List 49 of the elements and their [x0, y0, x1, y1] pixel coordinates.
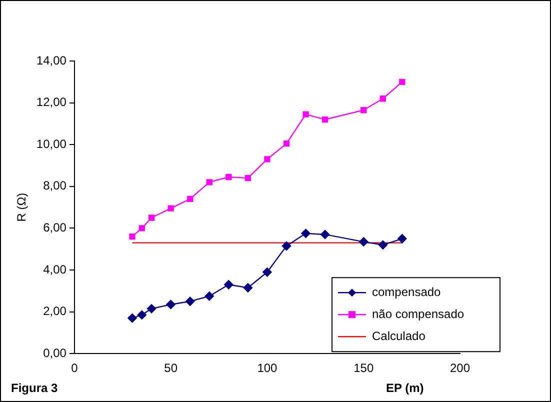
point: [380, 96, 386, 102]
point: [360, 107, 367, 114]
point: [146, 304, 156, 314]
point: [128, 313, 137, 323]
y-tick-label: 4,00: [43, 262, 67, 276]
x-tick-label: 0: [71, 361, 78, 376]
point: [283, 140, 290, 147]
point: [378, 240, 388, 250]
y-tick-label: 8,00: [43, 178, 67, 193]
point: [166, 300, 176, 310]
legend-label: compensado: [372, 284, 442, 299]
point: [264, 156, 270, 162]
point: [186, 296, 195, 306]
y-axis-title: R (Ω): [14, 192, 29, 222]
point: [359, 237, 368, 246]
point: [168, 205, 174, 212]
point: [302, 111, 309, 118]
point: [129, 233, 136, 240]
x-tick-label: 100: [257, 361, 278, 376]
text: Figura 3: [11, 381, 58, 395]
x-tick-label: 200: [450, 361, 470, 376]
y-tick-label: 10,00: [36, 136, 67, 151]
point: [398, 234, 407, 244]
x-tick-label: 150: [354, 361, 374, 376]
point: [322, 116, 328, 123]
legend-label: Calculado: [372, 328, 426, 343]
point: [226, 174, 232, 180]
point: [399, 78, 406, 85]
point: [206, 179, 212, 186]
y-tick-label: 6,00: [43, 220, 67, 235]
y-tick-label: 14,00: [36, 53, 67, 68]
y-tick-label: 0,00: [43, 346, 67, 360]
legend-label: não compensado: [372, 306, 464, 321]
point: [204, 292, 214, 301]
y-tick-label: 12,00: [36, 95, 67, 110]
point: [138, 225, 145, 232]
point: [148, 214, 155, 221]
point: [262, 267, 272, 277]
x-tick-label: 50: [164, 361, 178, 376]
point: [282, 241, 292, 251]
point: [187, 196, 194, 202]
point: [137, 310, 147, 320]
point: [301, 228, 310, 238]
point: [244, 174, 252, 182]
y-tick-label: 2,00: [43, 304, 67, 318]
point: [320, 230, 330, 240]
x-axis-title: EP (m): [386, 381, 424, 395]
point: [224, 280, 234, 290]
point: [243, 283, 253, 292]
